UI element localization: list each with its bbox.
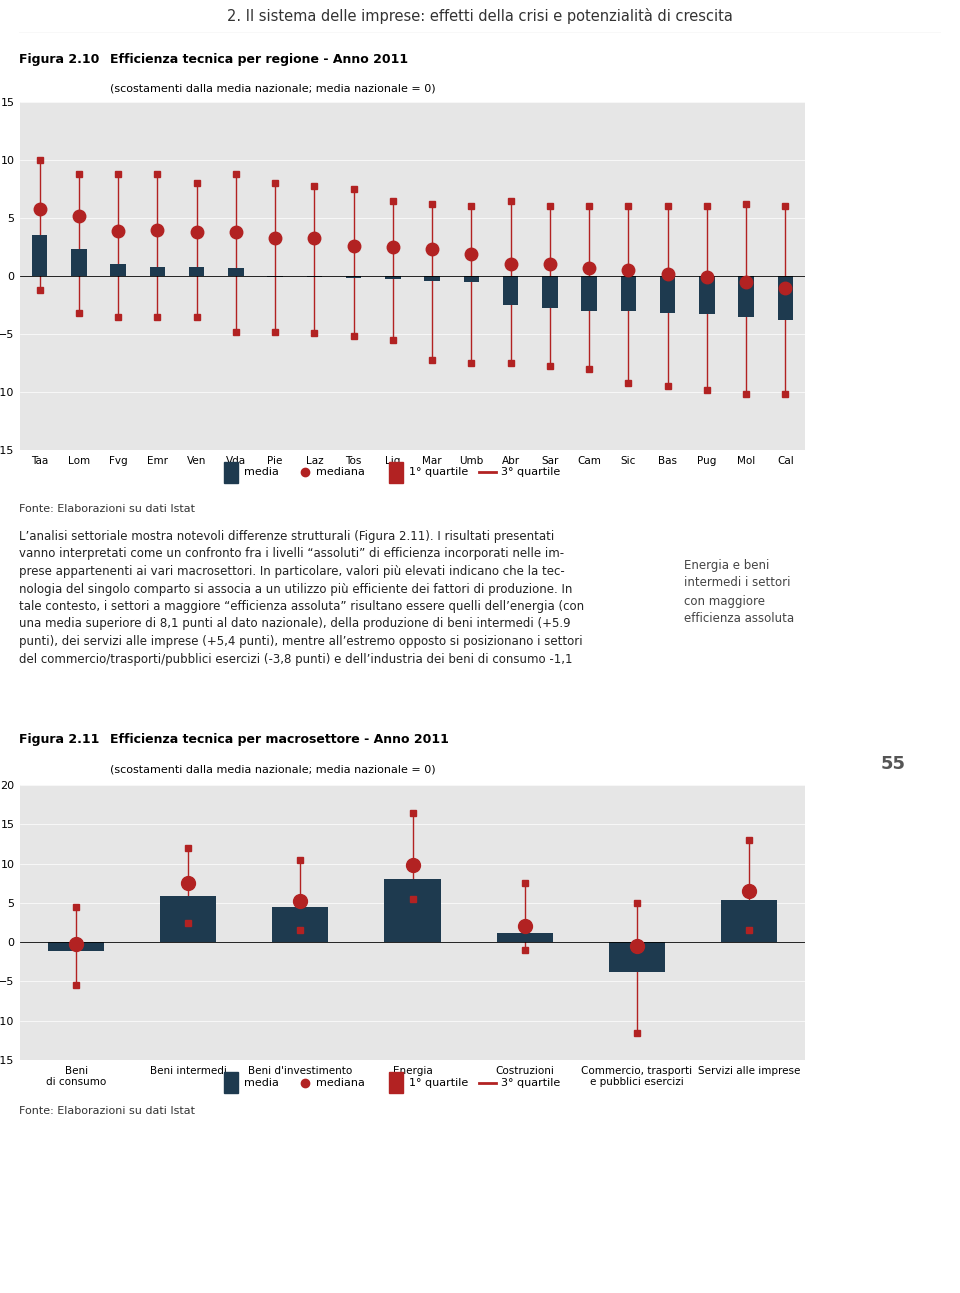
Bar [464, 275, 479, 282]
Bar [778, 275, 793, 321]
Text: Figura 2.10: Figura 2.10 [19, 53, 100, 66]
Text: 55: 55 [880, 755, 905, 773]
Text: Figura 2.11: Figura 2.11 [19, 733, 100, 746]
FancyBboxPatch shape [224, 462, 238, 484]
Bar [581, 275, 597, 310]
Bar [424, 275, 440, 281]
Bar [620, 275, 636, 310]
Bar [48, 943, 104, 950]
Text: (scostamenti dalla media nazionale; media nazionale = 0): (scostamenti dalla media nazionale; medi… [109, 764, 435, 775]
Bar [384, 878, 441, 943]
Text: mediana: mediana [316, 468, 365, 477]
Text: mediana: mediana [316, 1077, 365, 1087]
Bar [150, 266, 165, 275]
Bar [385, 275, 400, 279]
Text: Efficienza tecnica per regione - Anno 2011: Efficienza tecnica per regione - Anno 20… [109, 53, 408, 66]
Bar [32, 235, 47, 275]
Text: Fonte: Elaborazioni su dati Istat: Fonte: Elaborazioni su dati Istat [19, 1106, 195, 1116]
Text: Energia e beni
intermedi i settori
con maggiore
efficienza assoluta: Energia e beni intermedi i settori con m… [684, 559, 794, 626]
Text: 2. Il sistema delle imprese: effetti della crisi e potenzialità di crescita: 2. Il sistema delle imprese: effetti del… [228, 8, 732, 25]
Bar [189, 266, 204, 275]
FancyBboxPatch shape [389, 462, 403, 484]
Text: media: media [244, 468, 278, 477]
Bar [721, 900, 777, 943]
FancyBboxPatch shape [389, 1072, 403, 1093]
FancyBboxPatch shape [224, 1072, 238, 1093]
Bar [160, 896, 216, 943]
Text: (scostamenti dalla media nazionale; media nazionale = 0): (scostamenti dalla media nazionale; medi… [109, 84, 435, 94]
Bar [71, 250, 86, 275]
Bar [273, 906, 328, 943]
Bar [496, 932, 553, 943]
Bar [609, 943, 665, 972]
Bar [346, 275, 362, 278]
Text: media: media [244, 1077, 278, 1087]
Text: 3° quartile: 3° quartile [501, 468, 561, 477]
Bar [699, 275, 715, 314]
Bar [110, 264, 126, 275]
Text: L’analisi settoriale mostra notevoli differenze strutturali (Figura 2.11). I ris: L’analisi settoriale mostra notevoli dif… [19, 530, 585, 666]
Bar [503, 275, 518, 305]
Text: 1° quartile: 1° quartile [409, 468, 468, 477]
Bar [738, 275, 754, 317]
Text: Efficienza tecnica per macrosettore - Anno 2011: Efficienza tecnica per macrosettore - An… [109, 733, 448, 746]
Text: 1° quartile: 1° quartile [409, 1077, 468, 1087]
Text: Fonte: Elaborazioni su dati Istat: Fonte: Elaborazioni su dati Istat [19, 504, 195, 515]
Bar [660, 275, 676, 313]
Bar [228, 268, 244, 275]
Text: 3° quartile: 3° quartile [501, 1077, 561, 1087]
Bar [542, 275, 558, 309]
